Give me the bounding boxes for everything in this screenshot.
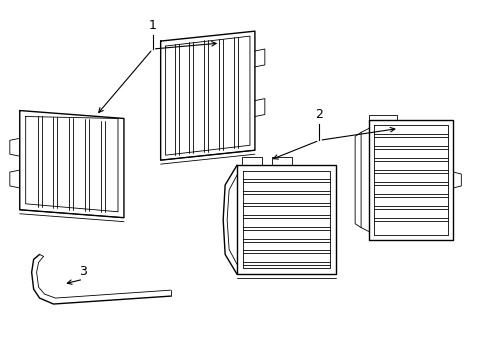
Text: 3: 3 — [79, 265, 87, 278]
Text: 2: 2 — [315, 108, 323, 121]
Text: 1: 1 — [148, 19, 156, 32]
